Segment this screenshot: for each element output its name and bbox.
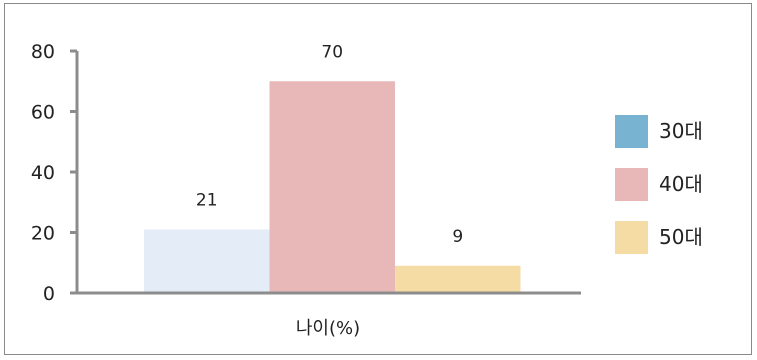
y-tick-label-80: 80 xyxy=(31,41,55,63)
legend-label-30대: 30대 xyxy=(659,119,703,143)
bar-50대 xyxy=(395,265,521,293)
legend-label-50대: 50대 xyxy=(659,225,703,249)
legend-label-40대: 40대 xyxy=(659,172,703,196)
y-tick-label-0: 0 xyxy=(43,283,55,305)
bar-40대 xyxy=(269,81,395,293)
y-tick-label-60: 60 xyxy=(31,102,55,124)
data-label-50대: 9 xyxy=(452,227,463,247)
y-tick-label-40: 40 xyxy=(31,162,55,184)
legend-swatch-40대 xyxy=(615,168,648,201)
y-tick-label-20: 20 xyxy=(31,223,55,245)
data-label-30대: 21 xyxy=(196,190,218,210)
bar-30대 xyxy=(144,229,270,293)
data-label-40대: 70 xyxy=(321,42,343,62)
legend-swatch-50대 xyxy=(615,221,648,254)
x-axis-label: 나이(%) xyxy=(296,318,360,339)
legend-swatch-30대 xyxy=(615,115,648,148)
